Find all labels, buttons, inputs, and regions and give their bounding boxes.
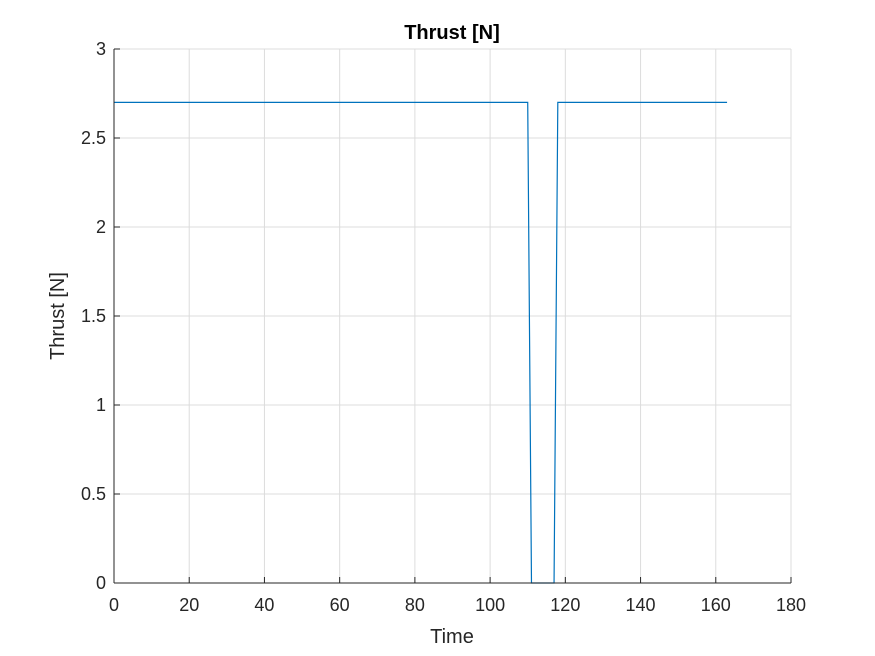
x-tick-label: 60 [330,595,350,615]
x-tick-label: 180 [776,595,806,615]
x-tick-label: 40 [254,595,274,615]
x-tick-label: 80 [405,595,425,615]
axes [113,48,792,584]
y-tick-label: 3 [96,39,106,59]
x-tick-label: 20 [179,595,199,615]
y-tick-label: 1.5 [81,306,106,326]
x-axis-label: Time [430,626,474,648]
x-tick-label: 100 [475,595,505,615]
x-tick-label: 0 [109,595,119,615]
grid-lines [113,48,792,584]
x-tick-label: 120 [550,595,580,615]
x-tick-label: 140 [626,595,656,615]
y-tick-label: 0.5 [81,484,106,504]
y-tick-label: 0 [96,573,106,593]
thrust-series-line [114,101,728,584]
y-tick-label: 1 [96,395,106,415]
y-tick-label: 2.5 [81,128,106,148]
plot-area [114,101,728,584]
tick-labels: 0 20 40 60 80 100 120 140 160 180 0 0.5 1 1.5 2 2.5 3 [81,39,806,615]
y-tick-label: 2 [96,217,106,237]
y-axis-label: Thrust [N] [47,272,69,360]
chart-title: Thrust [N] [404,22,500,44]
x-tick-label: 160 [701,595,731,615]
